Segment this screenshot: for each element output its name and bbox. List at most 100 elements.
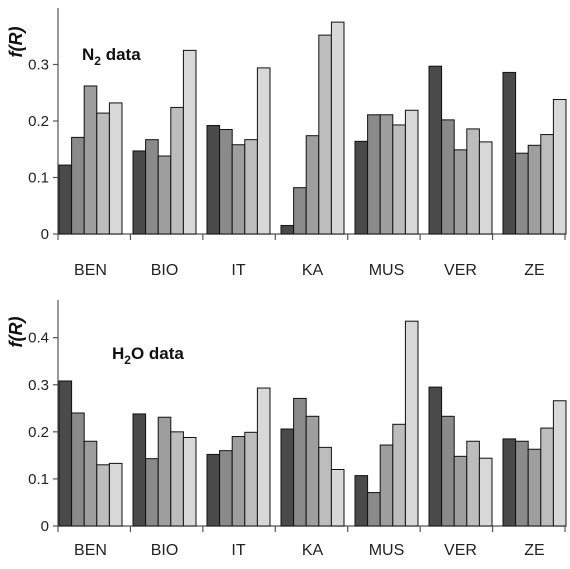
bar-bio-4 bbox=[170, 106, 184, 235]
bar-ka-5 bbox=[330, 21, 345, 235]
y-axis-label: f(R) bbox=[6, 27, 26, 58]
bar-ver-1 bbox=[428, 386, 443, 527]
bar-ver-3 bbox=[453, 455, 468, 527]
bar-mus-1 bbox=[354, 475, 369, 527]
category-label: BIO bbox=[151, 542, 179, 559]
bar-ze-2 bbox=[515, 440, 529, 527]
bar-ben-3 bbox=[83, 85, 98, 235]
y-tick-label: 0 bbox=[41, 226, 49, 243]
bar-ben-5 bbox=[108, 102, 123, 235]
bar-it-4 bbox=[244, 139, 258, 235]
bar-mus-3 bbox=[379, 114, 394, 235]
y-tick-label: 0.2 bbox=[28, 424, 49, 441]
bar-it-5 bbox=[256, 387, 271, 527]
bar-ze-2 bbox=[515, 152, 529, 235]
bar-bio-5 bbox=[182, 49, 197, 235]
bar-it-3 bbox=[231, 436, 246, 527]
y-tick-label: 0.1 bbox=[28, 170, 49, 187]
bar-mus-2 bbox=[367, 492, 381, 527]
bar-ze-3 bbox=[527, 448, 542, 527]
chart-panel-h2o: 0 0.1 0.2 0.3 0.4 BEN BIO IT KA MUS VER ZE f(R) H2O d… bbox=[6, 300, 567, 559]
bar-ka-3 bbox=[305, 415, 320, 527]
bar-bio-2 bbox=[145, 458, 159, 527]
bar-it-4 bbox=[244, 431, 258, 527]
bar-ver-2 bbox=[441, 119, 455, 235]
y-tick-label: 0.3 bbox=[28, 377, 49, 394]
category-label: KA bbox=[302, 542, 324, 559]
bar-ka-2 bbox=[293, 187, 307, 235]
category-label: ZE bbox=[524, 542, 544, 559]
y-tick-label: 0.3 bbox=[28, 57, 49, 74]
y-tick-label: 0.4 bbox=[28, 330, 49, 347]
bar-ben-4 bbox=[96, 112, 110, 235]
bar-it-2 bbox=[219, 128, 233, 235]
bar-mus-5 bbox=[404, 109, 419, 235]
bar-ka-2 bbox=[293, 397, 307, 527]
category-label: MUS bbox=[369, 542, 405, 559]
bar-ben-3 bbox=[83, 440, 98, 527]
bar-bio-5 bbox=[182, 436, 197, 527]
bar-ver-5 bbox=[478, 457, 493, 527]
category-label: BEN bbox=[74, 542, 107, 559]
bar-ver-4 bbox=[466, 128, 480, 235]
bar-ka-4 bbox=[318, 34, 332, 235]
bar-ka-1 bbox=[280, 225, 295, 235]
bar-mus-5 bbox=[404, 320, 419, 527]
bar-ver-1 bbox=[428, 65, 443, 235]
bar-ben-5 bbox=[108, 462, 123, 527]
bar-mus-1 bbox=[354, 140, 369, 235]
bar-ka-5 bbox=[330, 469, 345, 527]
bar-it-1 bbox=[206, 125, 221, 235]
category-label: VER bbox=[444, 262, 477, 279]
bar-ben-2 bbox=[71, 412, 85, 527]
bar-ze-5 bbox=[552, 400, 567, 527]
bar-mus-3 bbox=[379, 444, 394, 527]
bar-bio-3 bbox=[157, 155, 172, 235]
category-label: KA bbox=[302, 262, 324, 279]
bar-mus-4 bbox=[392, 423, 406, 527]
category-label: IT bbox=[231, 542, 245, 559]
bar-ver-2 bbox=[441, 415, 455, 527]
bar-bio-4 bbox=[170, 431, 184, 527]
bar-ze-4 bbox=[540, 427, 554, 527]
bar-bio-2 bbox=[145, 139, 159, 235]
bar-ze-1 bbox=[502, 438, 517, 527]
category-label: MUS bbox=[369, 262, 405, 279]
bar-it-5 bbox=[256, 67, 271, 235]
bar-bio-3 bbox=[157, 416, 172, 527]
y-axis-label: f(R) bbox=[6, 317, 26, 348]
category-label: IT bbox=[231, 262, 245, 279]
y-tick-label: 0 bbox=[41, 518, 49, 535]
chart-panel-n2: 0 0.1 0.2 0.3 BEN BIO IT KA MUS VER ZE f(R) N2 data bbox=[6, 8, 567, 279]
y-tick-label: 0.2 bbox=[28, 113, 49, 130]
bar-mus-4 bbox=[392, 124, 406, 235]
panel-annotation: H2O data bbox=[112, 344, 184, 367]
bar-ben-1 bbox=[58, 380, 73, 527]
bar-ka-3 bbox=[305, 135, 320, 235]
bar-bio-1 bbox=[132, 413, 147, 527]
bar-ben-4 bbox=[96, 464, 110, 527]
bar-ka-4 bbox=[318, 446, 332, 527]
bar-ze-1 bbox=[502, 71, 517, 235]
bar-bio-1 bbox=[132, 150, 147, 235]
bar-ben-1 bbox=[58, 164, 73, 235]
bar-ver-4 bbox=[466, 440, 480, 527]
bar-ze-5 bbox=[552, 99, 567, 235]
bar-it-2 bbox=[219, 450, 233, 527]
bar-ze-4 bbox=[540, 134, 554, 235]
bar-ben-2 bbox=[71, 136, 85, 235]
bar-ze-3 bbox=[527, 144, 542, 235]
bar-it-3 bbox=[231, 144, 246, 235]
category-label: ZE bbox=[524, 262, 544, 279]
bar-ka-1 bbox=[280, 428, 295, 527]
bar-ver-5 bbox=[478, 141, 493, 235]
panel-annotation: N2 data bbox=[82, 45, 141, 68]
bar-mus-2 bbox=[367, 114, 381, 235]
category-label: BEN bbox=[74, 262, 107, 279]
category-label: BIO bbox=[151, 262, 179, 279]
bar-it-1 bbox=[206, 453, 221, 527]
bar-ver-3 bbox=[453, 149, 468, 235]
y-tick-label: 0.1 bbox=[28, 471, 49, 488]
